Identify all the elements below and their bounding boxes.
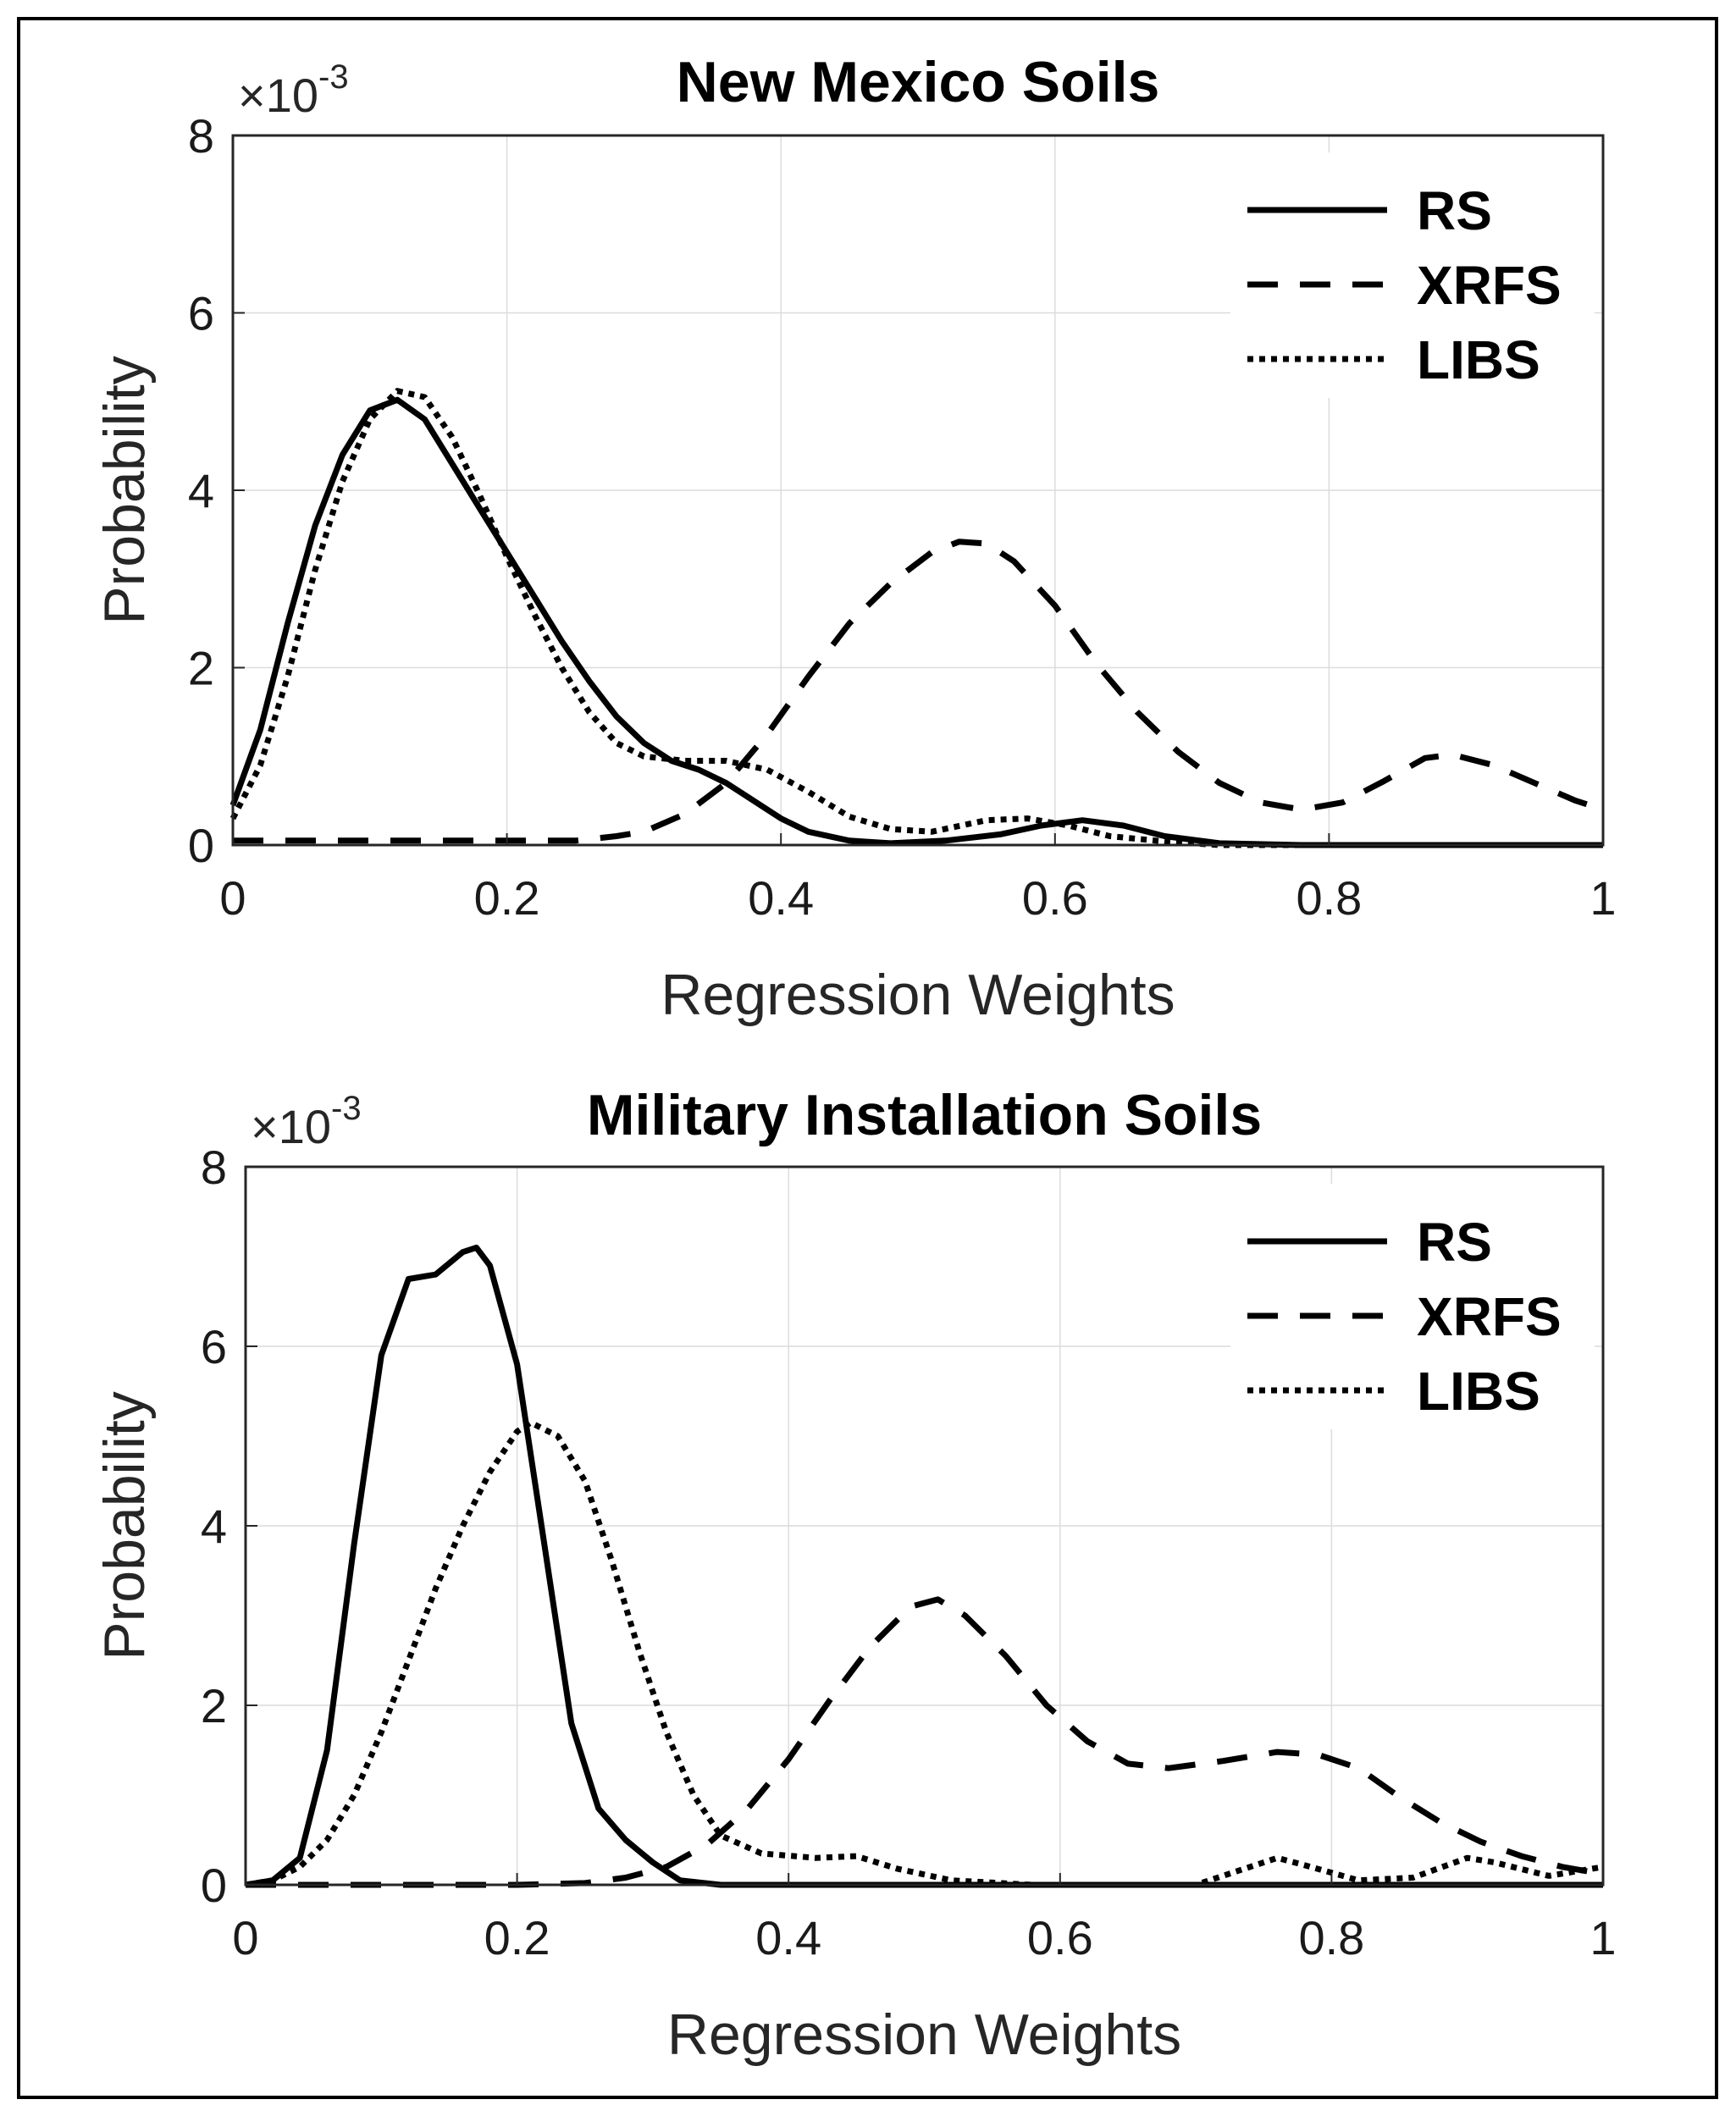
chart-0-legend: RS XRFS LIBS [1230,152,1595,398]
chart-1-series-rs-line [245,1244,1603,1888]
chart-0-x-tick-label-3: 0.6 [1022,871,1088,925]
chart-0-y-axis-label: Probability [92,356,157,625]
chart-1-series-xrfs-line [246,1596,1604,1888]
chart-0-legend-label-rs: RS [1417,180,1492,241]
chart-0-y-exponent: ×10-3 [238,58,349,122]
chart-0-x-tick-label-2: 0.4 [748,871,814,925]
chart-0-legend-label-libs: LIBS [1417,329,1540,390]
chart-1-y-tick-label-1: 2 [201,1679,227,1732]
chart-0-y-tick-label-0: 0 [188,819,214,872]
chart-1-legend-label-libs: LIBS [1417,1361,1540,1422]
chart-0-legend-background [1230,152,1595,398]
chart-0-y-exponent-power: -3 [318,58,349,96]
chart-1-x-tick-label-5: 1 [1589,1911,1616,1964]
chart-1-x-tick-label-0: 0 [232,1911,258,1964]
chart-0-y-tick-label-2: 4 [188,464,214,517]
chart-0-y-tick-label-4: 8 [188,109,214,163]
chart-0: 0 0.2 0.4 0.6 0.8 1 0 2 4 6 8 ×10-3 New Mexico Soils… [92,50,1617,1027]
chart-0-x-tick-label-1: 0.2 [474,871,540,925]
chart-1-y-tick-label-3: 6 [201,1320,227,1373]
chart-1-legend-label-rs: RS [1417,1212,1492,1273]
chart-1-legend: RS XRFS LIBS [1230,1184,1595,1429]
chart-1-y-exponent-power: -3 [331,1090,362,1127]
chart-0-x-axis-label: Regression Weights [661,963,1175,1027]
chart-1-y-axis-label: Probability [92,1391,157,1660]
chart-1-y-tick-label-0: 0 [201,1859,227,1912]
chart-1-y-tick-label-2: 4 [201,1500,227,1553]
chart-0-legend-label-xrfs: XRFS [1417,255,1562,316]
chart-0-series-xrfs-line [233,539,1605,844]
chart-0-y-tick-label-1: 2 [188,642,214,695]
chart-1-x-axis-label: Regression Weights [667,2003,1181,2067]
chart-0-y-tick-label-3: 6 [188,287,214,340]
chart-1-legend-label-xrfs: XRFS [1417,1286,1562,1347]
chart-1-title: Military Installation Soils [587,1083,1262,1147]
chart-1-x-tick-label-2: 0.4 [755,1911,821,1964]
chart-1-x-tick-label-3: 0.6 [1027,1911,1093,1964]
chart-0-series-rs-line [229,396,1603,848]
chart-0-x-tick-label-4: 0.8 [1296,871,1362,925]
chart-1-x-tick-label-1: 0.2 [484,1911,550,1964]
chart-1-x-tick-label-4: 0.8 [1298,1911,1364,1964]
chart-0-series-libs-line [229,388,1603,848]
chart-0-x-tick-label-5: 1 [1589,871,1616,925]
chart-1-y-tick-label-4: 8 [201,1141,227,1194]
chart-1-legend-background [1230,1184,1595,1429]
chart-0-x-tick-label-0: 0 [219,871,246,925]
chart-0-title: New Mexico Soils [677,50,1160,114]
